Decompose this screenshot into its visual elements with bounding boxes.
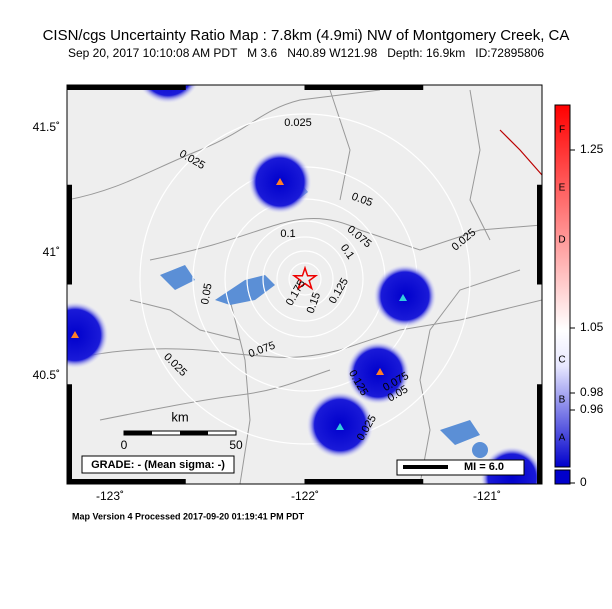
colorbar-letter: E: [559, 183, 566, 194]
contour-label: 0.025: [284, 117, 312, 129]
lat-label: 40.5˚: [33, 368, 60, 382]
colorbar-tick-label: 0: [580, 475, 587, 489]
colorbar-tick-label: 1.05: [580, 320, 604, 334]
colorbar-tick-label: 0.96: [580, 402, 604, 416]
colorbar-letter: C: [558, 355, 565, 366]
frame-band: [304, 479, 424, 484]
colorbar: F E D C B A 1.25 1.05 0.98 0.96 0: [554, 104, 604, 489]
scale-unit: km: [171, 409, 188, 424]
frame-band: [67, 384, 72, 484]
title: CISN/cgs Uncertainty Ratio Map : 7.8km (…: [43, 27, 570, 44]
scale-start: 0: [121, 438, 128, 452]
colorbar-tick-label: 0.98: [580, 385, 604, 399]
grade-box: GRADE: - (Mean sigma: -): [91, 459, 225, 471]
contour-label: 0.05: [199, 282, 215, 305]
lon-label: -122˚: [291, 489, 319, 503]
scale-end: 50: [229, 438, 243, 452]
mi-legend: MI = 6.0: [464, 461, 504, 473]
colorbar-letter: D: [558, 235, 565, 246]
scale-bar: km 0 50: [121, 409, 243, 452]
subtitle: Sep 20, 2017 10:10:08 AM PDT M 3.6 N40.8…: [68, 46, 544, 60]
frame-band: [67, 184, 72, 285]
frame-band: [537, 184, 542, 285]
frame-band: [537, 384, 542, 484]
contour-label: 0.1: [280, 228, 295, 240]
colorbar-letter: A: [559, 433, 566, 444]
frame-band: [304, 85, 424, 90]
lon-label: -121˚: [473, 489, 501, 503]
lon-label: -123˚: [96, 489, 124, 503]
lat-label: 41˚: [43, 245, 60, 259]
colorbar-letter: F: [559, 125, 565, 136]
frame-band: [67, 479, 186, 484]
frame-band: [67, 85, 186, 90]
footer: Map Version 4 Processed 2017-09-20 01:19…: [72, 511, 305, 521]
colorbar-letter: B: [559, 395, 566, 406]
colorbar-tick-label: 1.25: [580, 142, 604, 156]
lat-label: 41.5˚: [33, 120, 60, 134]
